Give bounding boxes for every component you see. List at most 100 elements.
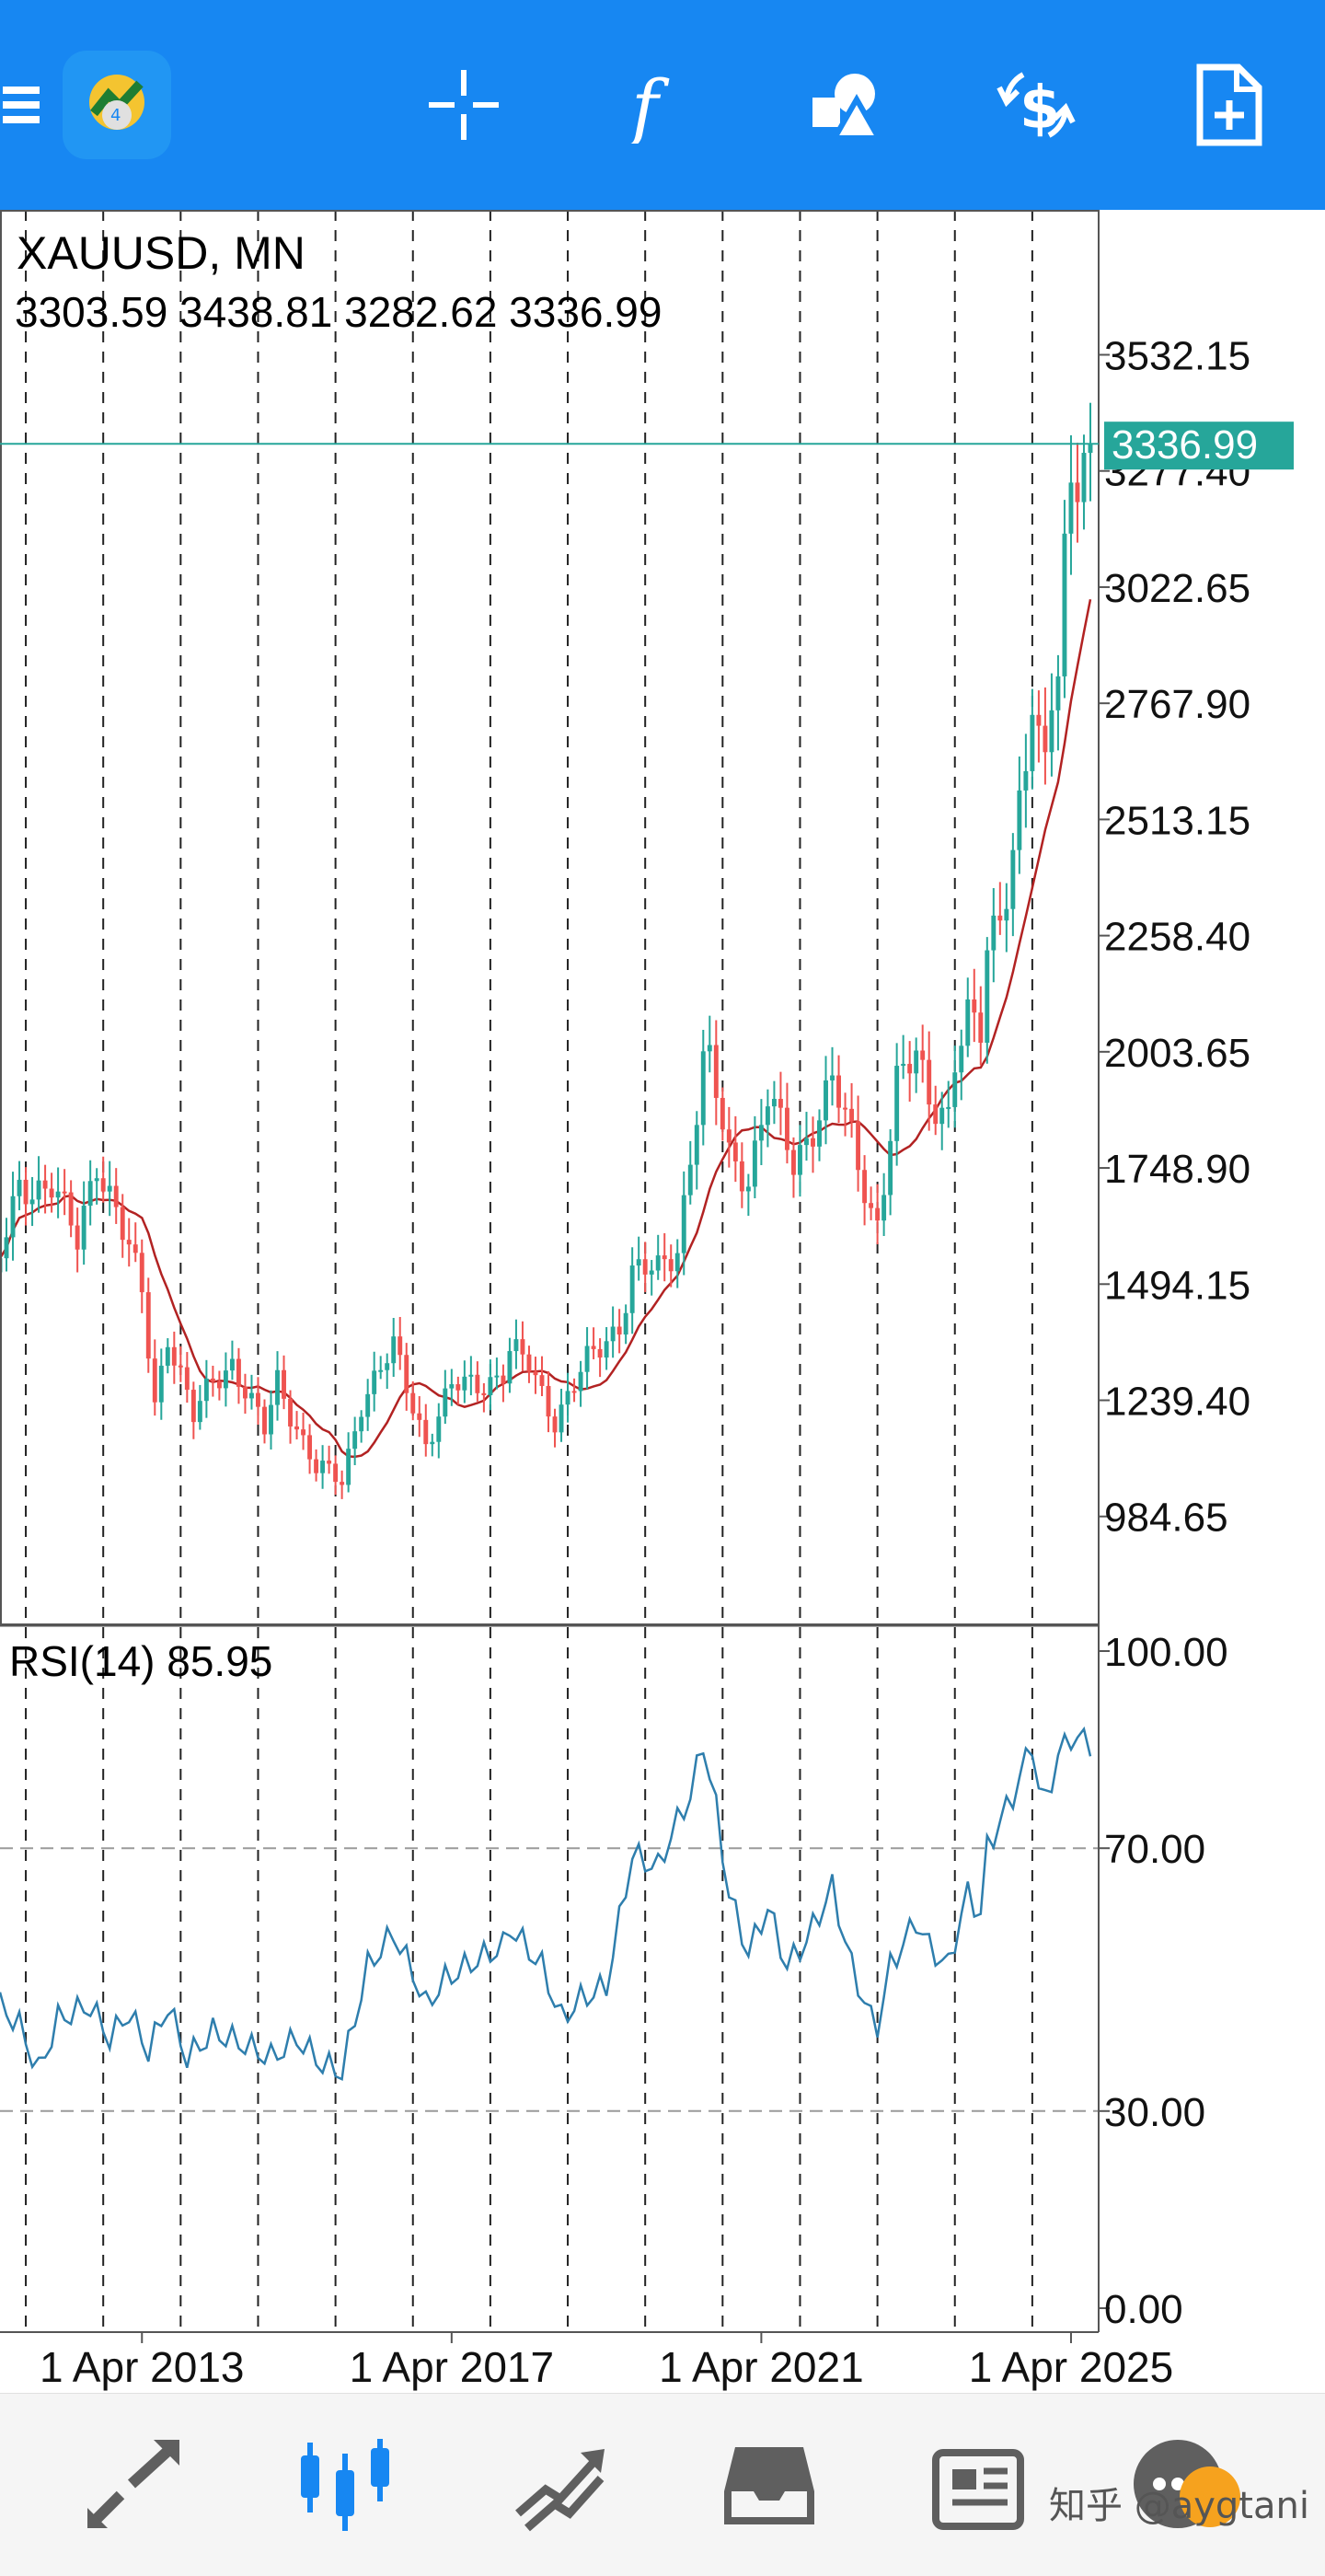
candle [571, 1378, 577, 1403]
candle [171, 1331, 177, 1384]
candle [178, 1346, 183, 1382]
candle-body [327, 1461, 332, 1464]
objects-icon[interactable] [791, 50, 902, 160]
candle [901, 1034, 906, 1080]
candle [694, 1111, 699, 1190]
candle-body [507, 1351, 513, 1384]
candle [927, 1031, 932, 1131]
indicators-icon[interactable]: f [598, 50, 709, 160]
trade-tab-icon[interactable] [504, 2435, 615, 2536]
candle-body [171, 1346, 177, 1366]
chart-area[interactable]: XAUUSD, MN 3303.59 3438.81 3282.62 3336.… [0, 210, 1325, 2393]
new-order-icon[interactable] [1174, 50, 1285, 160]
price-tick-label: 3532.15 [1104, 333, 1250, 378]
candle-body [662, 1255, 667, 1260]
candle-body [636, 1259, 641, 1266]
candle-body [197, 1401, 202, 1423]
candle-body [668, 1259, 674, 1272]
candle-body [398, 1336, 403, 1356]
candle [681, 1171, 686, 1276]
candle [894, 1043, 900, 1166]
candle-body [249, 1392, 254, 1399]
candle-body [552, 1416, 558, 1433]
candle-body [107, 1185, 112, 1192]
candle-body [836, 1075, 841, 1108]
candle [443, 1369, 448, 1424]
candle-body [520, 1339, 525, 1355]
candle [1017, 756, 1022, 874]
candle [552, 1408, 558, 1448]
candle-body [307, 1435, 313, 1460]
candle-body [1068, 482, 1074, 534]
candle [75, 1207, 80, 1273]
candle [978, 986, 984, 1066]
chart-canvas[interactable]: XAUUSD, MN 3303.59 3438.81 3282.62 3336.… [0, 210, 1325, 2393]
candle-body [849, 1108, 855, 1122]
candle [42, 1164, 48, 1214]
crosshair-icon[interactable] [409, 50, 519, 160]
candle [139, 1239, 144, 1313]
candle-body [68, 1192, 74, 1226]
metatrader-logo-icon[interactable]: 4 [61, 50, 173, 160]
candle-body [649, 1270, 654, 1275]
candle-body [1088, 444, 1093, 454]
history-tab-icon[interactable] [714, 2435, 824, 2536]
candle [288, 1390, 293, 1444]
candle [888, 1129, 893, 1216]
chart-tab-icon[interactable] [291, 2435, 401, 2536]
candle-body [320, 1461, 326, 1473]
candle-body [158, 1365, 164, 1403]
candle-body [758, 1125, 764, 1141]
candle [229, 1340, 235, 1380]
candle-body [959, 1045, 964, 1073]
candle-body [920, 1050, 926, 1060]
candle [398, 1316, 403, 1370]
candle-body [417, 1413, 422, 1420]
candle-body [49, 1188, 54, 1198]
candle-body [236, 1358, 241, 1387]
candle-body [36, 1180, 41, 1200]
candle [752, 1115, 757, 1199]
news-tab-icon[interactable] [926, 2435, 1036, 2536]
candle [565, 1372, 570, 1423]
candle [203, 1359, 209, 1418]
candle [739, 1142, 744, 1208]
candle-body [4, 1237, 9, 1259]
candle [249, 1374, 254, 1410]
candle-body [546, 1385, 551, 1417]
candle-body [359, 1416, 364, 1432]
candle [282, 1355, 286, 1410]
candle-body [771, 1099, 777, 1107]
candle [732, 1115, 738, 1183]
symbol-change-icon[interactable]: $ [981, 50, 1091, 160]
candle-body [869, 1203, 874, 1208]
candle [745, 1173, 751, 1217]
rsi-tick-label: 70.00 [1104, 1827, 1205, 1872]
candle [340, 1470, 345, 1499]
candle-body [978, 1012, 984, 1043]
candle [449, 1369, 455, 1406]
candle-body [694, 1125, 699, 1165]
candle [811, 1116, 815, 1173]
candle [481, 1382, 487, 1413]
candle-body [449, 1384, 455, 1389]
ohlc-readout: 3303.59 3438.81 3282.62 3336.99 [15, 288, 662, 336]
candle-body [732, 1142, 738, 1161]
candle-body [126, 1240, 132, 1245]
candle-body [571, 1391, 577, 1393]
candle [256, 1377, 260, 1426]
quotes-tab-icon[interactable] [79, 2435, 190, 2536]
hamburger-menu-icon[interactable] [0, 50, 46, 160]
candle [385, 1353, 390, 1390]
candle [242, 1373, 248, 1415]
candle-body [726, 1129, 732, 1143]
candle-body [139, 1253, 144, 1293]
candle [824, 1056, 828, 1145]
candle-body [623, 1312, 628, 1335]
candle [920, 1024, 926, 1083]
candle-body [824, 1080, 828, 1121]
candle [720, 1087, 725, 1141]
candle [55, 1167, 61, 1219]
candle-body [707, 1045, 712, 1052]
price-tick-label: 2513.15 [1104, 798, 1250, 843]
